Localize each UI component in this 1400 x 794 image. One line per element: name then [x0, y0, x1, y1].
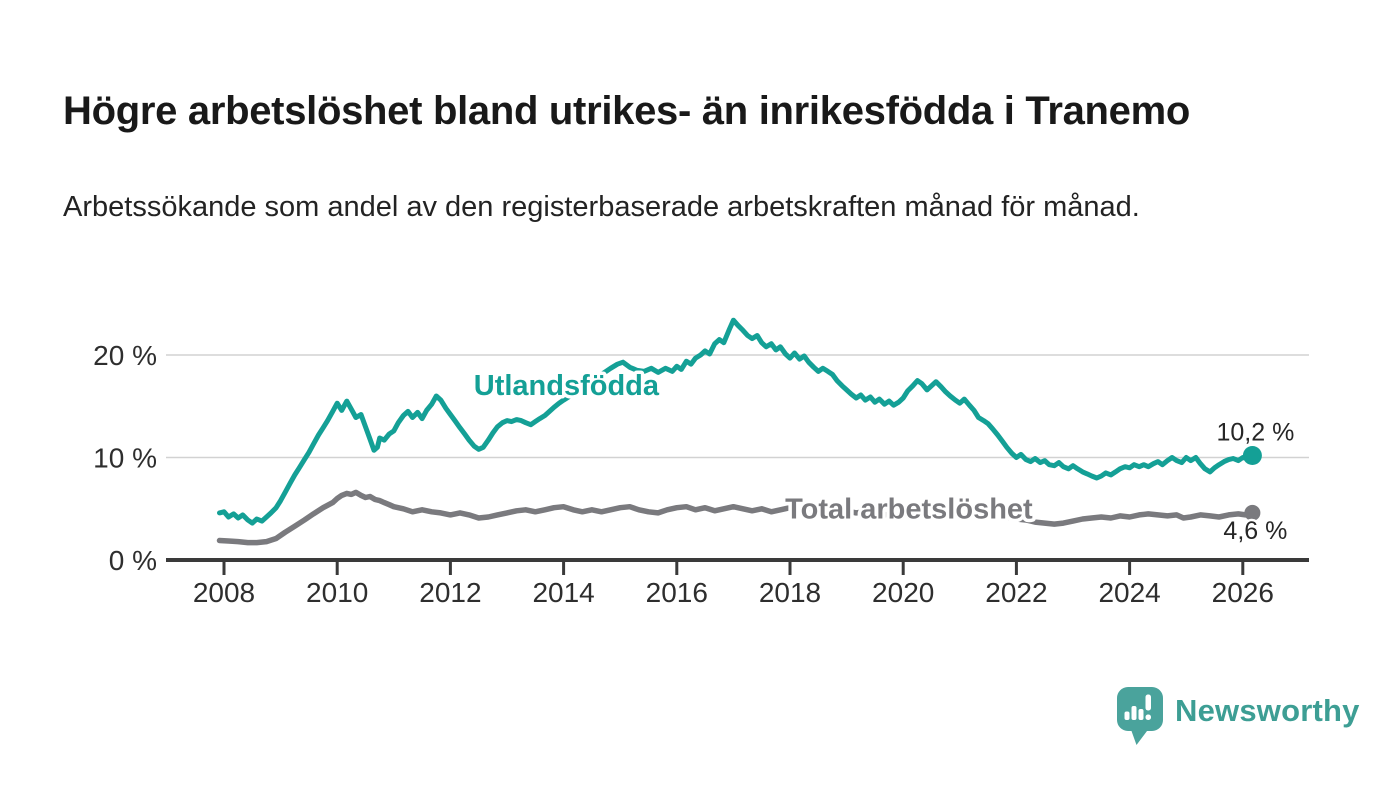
series-line-total-arbetsl-shet [216, 489, 1256, 546]
x-tick-label-2012: 2012 [419, 577, 481, 608]
end-value-label-total-arbetsl-shet: 4,6 % [1223, 517, 1287, 545]
series-label-utlandsf-dda: Utlandsfödda [474, 370, 660, 402]
series-end-dot-total-arbetsl-shet [1244, 504, 1261, 521]
newsworthy-logo-icon [1117, 687, 1163, 745]
logo-exclamation-dot [1145, 714, 1151, 720]
end-value-label-utlandsf-dda: 10,2 % [1216, 419, 1294, 447]
x-tick-label-2014: 2014 [532, 577, 594, 608]
y-tick-label-10: 10 % [93, 443, 157, 474]
logo-exclamation-bar [1145, 694, 1151, 711]
x-tick-label-2026: 2026 [1212, 577, 1274, 608]
x-tick-label-2024: 2024 [1098, 577, 1160, 608]
x-tick-label-2008: 2008 [193, 577, 255, 608]
chart-subtitle: Arbetssökande som andel av den registerb… [63, 191, 1140, 223]
logo-bar-2 [1131, 706, 1137, 720]
newsworthy-logo: Newsworthy [1116, 686, 1360, 748]
x-tick-label-2020: 2020 [872, 577, 934, 608]
brand-name: Newsworthy [1175, 693, 1360, 728]
page-title: Högre arbetslöshet bland utrikes- än inr… [63, 88, 1191, 133]
series-end-dot-utlandsf-dda [1242, 446, 1262, 465]
x-tick-label-2016: 2016 [646, 577, 708, 608]
series-label-total-arbetsl-shet: Total arbetslöshet [785, 494, 1033, 526]
x-tick-label-2018: 2018 [759, 577, 821, 608]
series-line-utlandsf-dda [217, 317, 1255, 526]
x-tick-label-2022: 2022 [985, 577, 1047, 608]
logo-bar-3 [1138, 709, 1144, 720]
y-tick-label-20: 20 % [93, 340, 157, 371]
x-tick-label-2010: 2010 [306, 577, 368, 608]
logo-bar-1 [1124, 711, 1130, 720]
y-tick-label-0: 0 % [109, 545, 157, 576]
